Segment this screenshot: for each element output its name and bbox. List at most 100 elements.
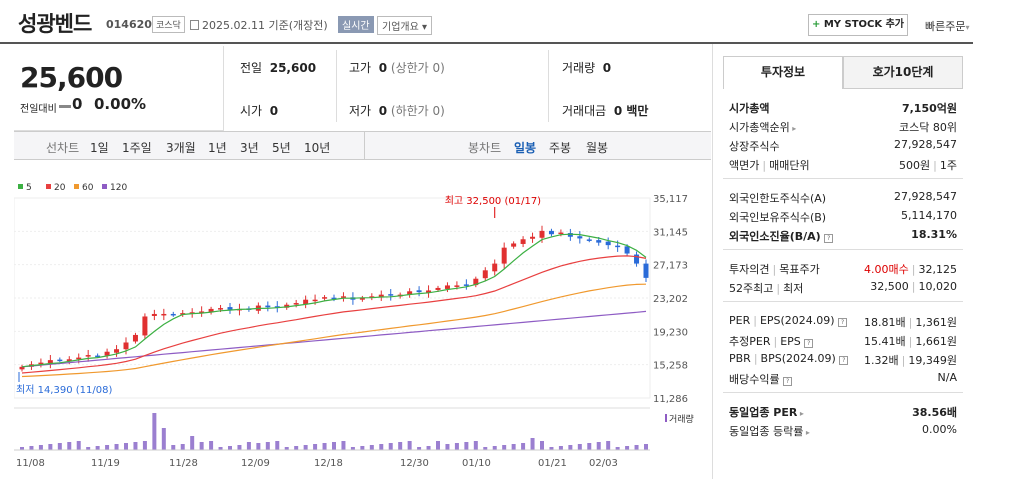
volume-bar [511, 444, 516, 450]
y-tick-label: 11,286 [653, 394, 688, 405]
tab-10y[interactable]: 10년 [304, 141, 331, 155]
volume-bar [190, 436, 195, 450]
tab-1d[interactable]: 1일 [90, 141, 109, 155]
tab-1w[interactable]: 1주일 [122, 141, 152, 155]
candle-body [312, 299, 318, 302]
per-value: 18.81배 [864, 316, 906, 329]
help-icon[interactable]: ? [783, 377, 793, 386]
volume-bar [284, 447, 289, 450]
candle-body [492, 263, 498, 272]
candle-body [47, 360, 53, 364]
tab-invest-info[interactable]: 투자정보 [723, 56, 843, 89]
volume-bar [86, 447, 91, 450]
volume-bar [587, 443, 592, 450]
tab-5y[interactable]: 5년 [272, 141, 291, 155]
company-overview-label: 기업개요 [382, 22, 419, 33]
w52-row: 52주최고 | 최저 32,500 | 10,020 [729, 280, 957, 295]
tab-3m[interactable]: 3개월 [166, 141, 196, 155]
foreign-hold-row: 외국인보유주식수(B) 5,114,170 [729, 209, 957, 225]
est-eps-value: 1,661원 [915, 335, 957, 348]
volume-bar [473, 441, 478, 450]
cap-rank-value: 코스닥 80위 [899, 121, 957, 134]
candle-body [586, 239, 592, 241]
divider [723, 178, 963, 179]
tab-weekly[interactable]: 주봉 [549, 141, 572, 155]
candle-chart-label: 봉차트 [468, 141, 502, 155]
bps-label: BPS(2024.09) [760, 352, 836, 365]
my-stock-add-button[interactable]: + MY STOCK 추가 [808, 14, 908, 36]
tab-hoga-10[interactable]: 호가10단계 [843, 56, 963, 89]
candle-body [57, 359, 63, 362]
opinion-value: 4.00매수 [864, 263, 909, 276]
x-tick-label: 11/28 [169, 458, 198, 469]
dividend-value: N/A [937, 371, 957, 384]
current-price: 25,600 [20, 61, 123, 94]
legend-label: 5 [26, 183, 32, 193]
volume-bar [596, 442, 601, 450]
volume-bar [360, 446, 365, 450]
volume-bar [521, 443, 526, 450]
w52-low-label: 최저 [783, 282, 804, 295]
help-icon[interactable]: ? [804, 339, 814, 348]
volume-bar [209, 441, 214, 450]
candle-body [473, 278, 479, 286]
trade-amount: 거래대금 0 백만 [562, 102, 648, 119]
volume-bar [152, 413, 157, 450]
stock-name: 성광벤드 [18, 12, 92, 36]
candle-body [66, 359, 72, 362]
market-badge: 코스닥 [152, 16, 185, 33]
help-icon[interactable]: ? [838, 318, 848, 327]
candle-body [199, 311, 205, 313]
industry-per-row: 동일업종 PER ▸ 38.56배 [729, 404, 957, 420]
tab-3y[interactable]: 3년 [240, 141, 259, 155]
industry-rate-label: 동일업종 등락률 [729, 425, 804, 438]
candle-body [331, 297, 337, 300]
help-icon[interactable]: ? [824, 234, 834, 243]
company-overview-dropdown[interactable]: 기업개요 ▾ [377, 16, 433, 35]
low-label: 저가 [349, 104, 372, 118]
industry-per-link[interactable]: 동일업종 PER ▸ [729, 404, 804, 420]
industry-rate-link[interactable]: 동일업종 등락률 ▸ [729, 423, 810, 439]
industry-rate-value: 0.00% [922, 423, 957, 436]
pbr-label: PBR [729, 352, 751, 365]
est-per-row: 추정PER | EPS ? 15.41배 | 1,661원 [729, 335, 957, 348]
volume-bar [142, 441, 147, 450]
change-percent: 0.00% [94, 95, 147, 113]
shares-row: 상장주식수 27,928,547 [729, 138, 957, 154]
low-price: 저가 0 (하한가 0) [349, 102, 445, 119]
y-tick-label: 35,117 [653, 194, 688, 205]
volume-bar [558, 446, 563, 450]
stock-chart[interactable]: 5 20 60 120 35,117 31,145 27,173 23,202 19,230 15… [13, 160, 711, 479]
high-price: 고가 0 (상한가 0) [349, 59, 445, 76]
volume-bar [625, 446, 630, 450]
realtime-button[interactable]: 실시간 [338, 16, 374, 33]
candle-body [426, 290, 432, 293]
volume-bar [76, 441, 81, 450]
chevron-right-icon: ▸ [803, 428, 810, 437]
volume-bar [615, 447, 620, 450]
calendar-icon [190, 20, 199, 30]
w52-high-value: 32,500 [870, 280, 909, 293]
quick-order-dropdown[interactable]: 빠른주문▾ [925, 18, 970, 34]
help-icon[interactable]: ? [839, 356, 849, 365]
foreign-limit-value: 27,928,547 [894, 190, 957, 203]
tab-daily[interactable]: 일봉 [514, 141, 537, 155]
candle-body [265, 305, 271, 308]
legend-label: 120 [110, 183, 127, 193]
cap-rank-link[interactable]: 시가총액순위 ▸ [729, 119, 796, 135]
shares-label: 상장주식수 [729, 140, 780, 153]
divider [364, 132, 365, 159]
chevron-down-icon: ▾ [422, 22, 428, 33]
candle-body [218, 308, 224, 310]
candle-body [463, 284, 469, 286]
tab-1y[interactable]: 1년 [208, 141, 227, 155]
volume-bar [606, 441, 611, 450]
candle-body [378, 294, 384, 297]
volume-bar [105, 445, 110, 450]
open-price: 시가 0 [240, 102, 278, 119]
tab-monthly[interactable]: 월봉 [586, 141, 609, 155]
candle-body [577, 236, 583, 239]
amount-value: 0 백만 [613, 104, 649, 118]
foreign-ratio-label: 외국인소진율(B/A) [729, 230, 821, 243]
volume-bar [568, 445, 573, 450]
